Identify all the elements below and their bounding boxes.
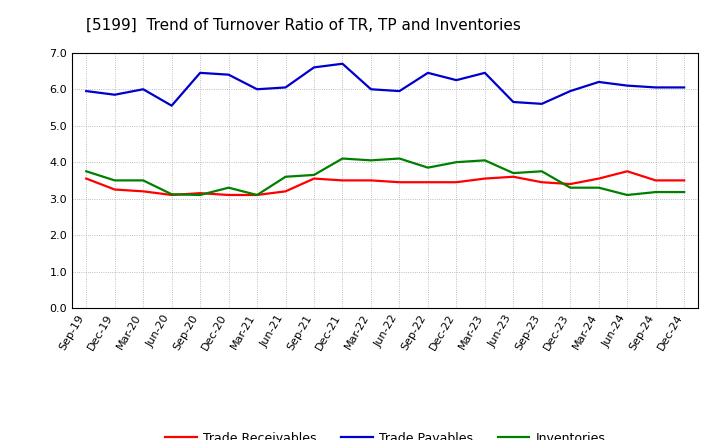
Trade Payables <box>139 87 148 92</box>
Trade Payables <box>310 65 318 70</box>
Trade Receivables <box>452 180 461 185</box>
Inventories <box>395 156 404 161</box>
Inventories <box>310 172 318 178</box>
Inventories <box>680 190 688 195</box>
Trade Receivables <box>395 180 404 185</box>
Inventories <box>537 169 546 174</box>
Trade Payables <box>566 88 575 94</box>
Trade Receivables <box>139 189 148 194</box>
Inventories <box>139 178 148 183</box>
Inventories <box>423 165 432 170</box>
Line: Inventories: Inventories <box>86 158 684 195</box>
Trade Payables <box>652 85 660 90</box>
Trade Receivables <box>110 187 119 192</box>
Inventories <box>196 192 204 198</box>
Trade Payables <box>423 70 432 76</box>
Line: Trade Payables: Trade Payables <box>86 64 684 106</box>
Line: Trade Receivables: Trade Receivables <box>86 171 684 195</box>
Text: [5199]  Trend of Turnover Ratio of TR, TP and Inventories: [5199] Trend of Turnover Ratio of TR, TP… <box>86 18 521 33</box>
Trade Payables <box>480 70 489 76</box>
Legend: Trade Receivables, Trade Payables, Inventories: Trade Receivables, Trade Payables, Inven… <box>161 427 610 440</box>
Trade Receivables <box>480 176 489 181</box>
Trade Payables <box>537 101 546 106</box>
Trade Payables <box>110 92 119 97</box>
Trade Receivables <box>366 178 375 183</box>
Trade Payables <box>282 85 290 90</box>
Trade Receivables <box>537 180 546 185</box>
Trade Payables <box>680 85 688 90</box>
Trade Receivables <box>225 192 233 198</box>
Trade Receivables <box>196 191 204 196</box>
Trade Receivables <box>623 169 631 174</box>
Trade Receivables <box>282 189 290 194</box>
Trade Receivables <box>509 174 518 180</box>
Trade Payables <box>452 77 461 83</box>
Trade Payables <box>623 83 631 88</box>
Trade Payables <box>196 70 204 76</box>
Trade Payables <box>395 88 404 94</box>
Inventories <box>595 185 603 191</box>
Inventories <box>167 191 176 197</box>
Trade Receivables <box>595 176 603 181</box>
Inventories <box>338 156 347 161</box>
Trade Payables <box>167 103 176 108</box>
Inventories <box>282 174 290 180</box>
Trade Receivables <box>82 176 91 181</box>
Trade Payables <box>595 79 603 84</box>
Inventories <box>509 170 518 176</box>
Inventories <box>452 160 461 165</box>
Inventories <box>110 178 119 183</box>
Inventories <box>366 158 375 163</box>
Trade Receivables <box>338 178 347 183</box>
Trade Payables <box>366 87 375 92</box>
Inventories <box>652 190 660 195</box>
Trade Payables <box>225 72 233 77</box>
Trade Receivables <box>423 180 432 185</box>
Trade Receivables <box>680 178 688 183</box>
Trade Payables <box>253 87 261 92</box>
Inventories <box>566 185 575 191</box>
Trade Receivables <box>310 176 318 181</box>
Inventories <box>623 192 631 198</box>
Trade Receivables <box>253 192 261 198</box>
Inventories <box>82 169 91 174</box>
Inventories <box>253 192 261 198</box>
Trade Receivables <box>566 181 575 187</box>
Inventories <box>225 185 233 191</box>
Trade Payables <box>509 99 518 105</box>
Trade Payables <box>82 88 91 94</box>
Trade Payables <box>338 61 347 66</box>
Trade Receivables <box>167 192 176 198</box>
Inventories <box>480 158 489 163</box>
Trade Receivables <box>652 178 660 183</box>
